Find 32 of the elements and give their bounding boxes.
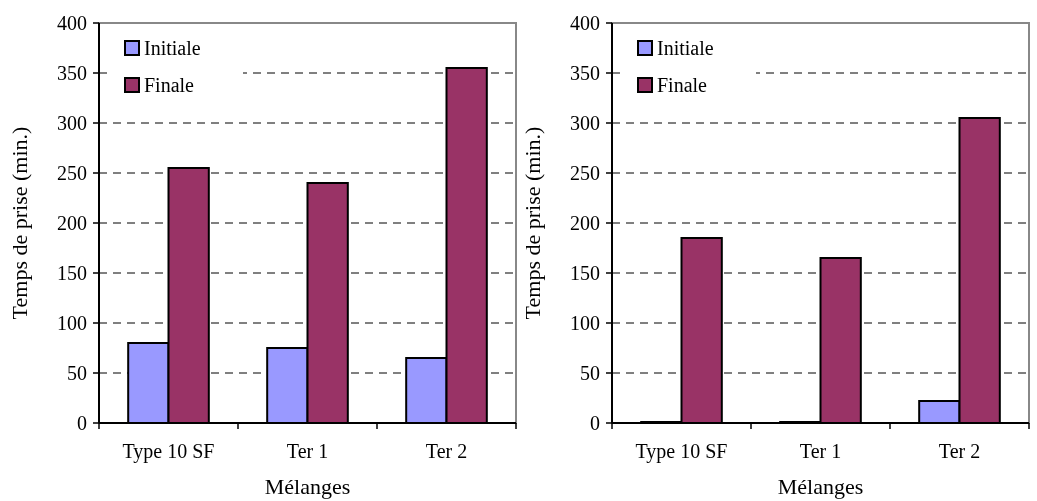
y-axis-title: Temps de prise (min.) xyxy=(520,126,545,320)
y-tick-label: 100 xyxy=(570,312,600,334)
x-tick-label: Ter 1 xyxy=(286,440,329,462)
legend-label: Finale xyxy=(657,74,708,96)
x-tick-label: Type 10 SF xyxy=(635,440,728,463)
y-tick-label: 0 xyxy=(77,412,87,434)
y-tick-label: 200 xyxy=(57,212,87,234)
x-tick-label: Type 10 SF xyxy=(122,440,215,463)
y-tick-label: 400 xyxy=(570,12,600,34)
y-tick-label: 350 xyxy=(57,62,87,84)
y-tick-label: 50 xyxy=(580,362,600,384)
y-tick-label: 50 xyxy=(67,362,87,384)
y-tick-label: 350 xyxy=(570,62,600,84)
y-tick-label: 250 xyxy=(570,162,600,184)
x-axis-title: Mélanges xyxy=(264,474,351,499)
legend-label: Initiale xyxy=(144,37,201,59)
y-tick-label: 150 xyxy=(570,262,600,284)
y-tick-label: 250 xyxy=(57,162,87,184)
legend-label: Finale xyxy=(144,74,195,96)
y-tick-label: 200 xyxy=(570,212,600,234)
x-tick-label: Ter 1 xyxy=(799,440,842,462)
x-tick-label: Ter 2 xyxy=(938,440,981,462)
x-tick-label: Ter 2 xyxy=(425,440,468,462)
legend-label: Initiale xyxy=(657,37,714,59)
y-tick-label: 100 xyxy=(57,312,87,334)
y-axis-title: Temps de prise (min.) xyxy=(7,126,32,320)
y-tick-label: 150 xyxy=(57,262,87,284)
y-tick-label: 300 xyxy=(57,112,87,134)
x-axis-title: Mélanges xyxy=(777,474,864,499)
y-tick-label: 400 xyxy=(57,12,87,34)
y-tick-label: 0 xyxy=(590,412,600,434)
y-tick-label: 300 xyxy=(570,112,600,134)
